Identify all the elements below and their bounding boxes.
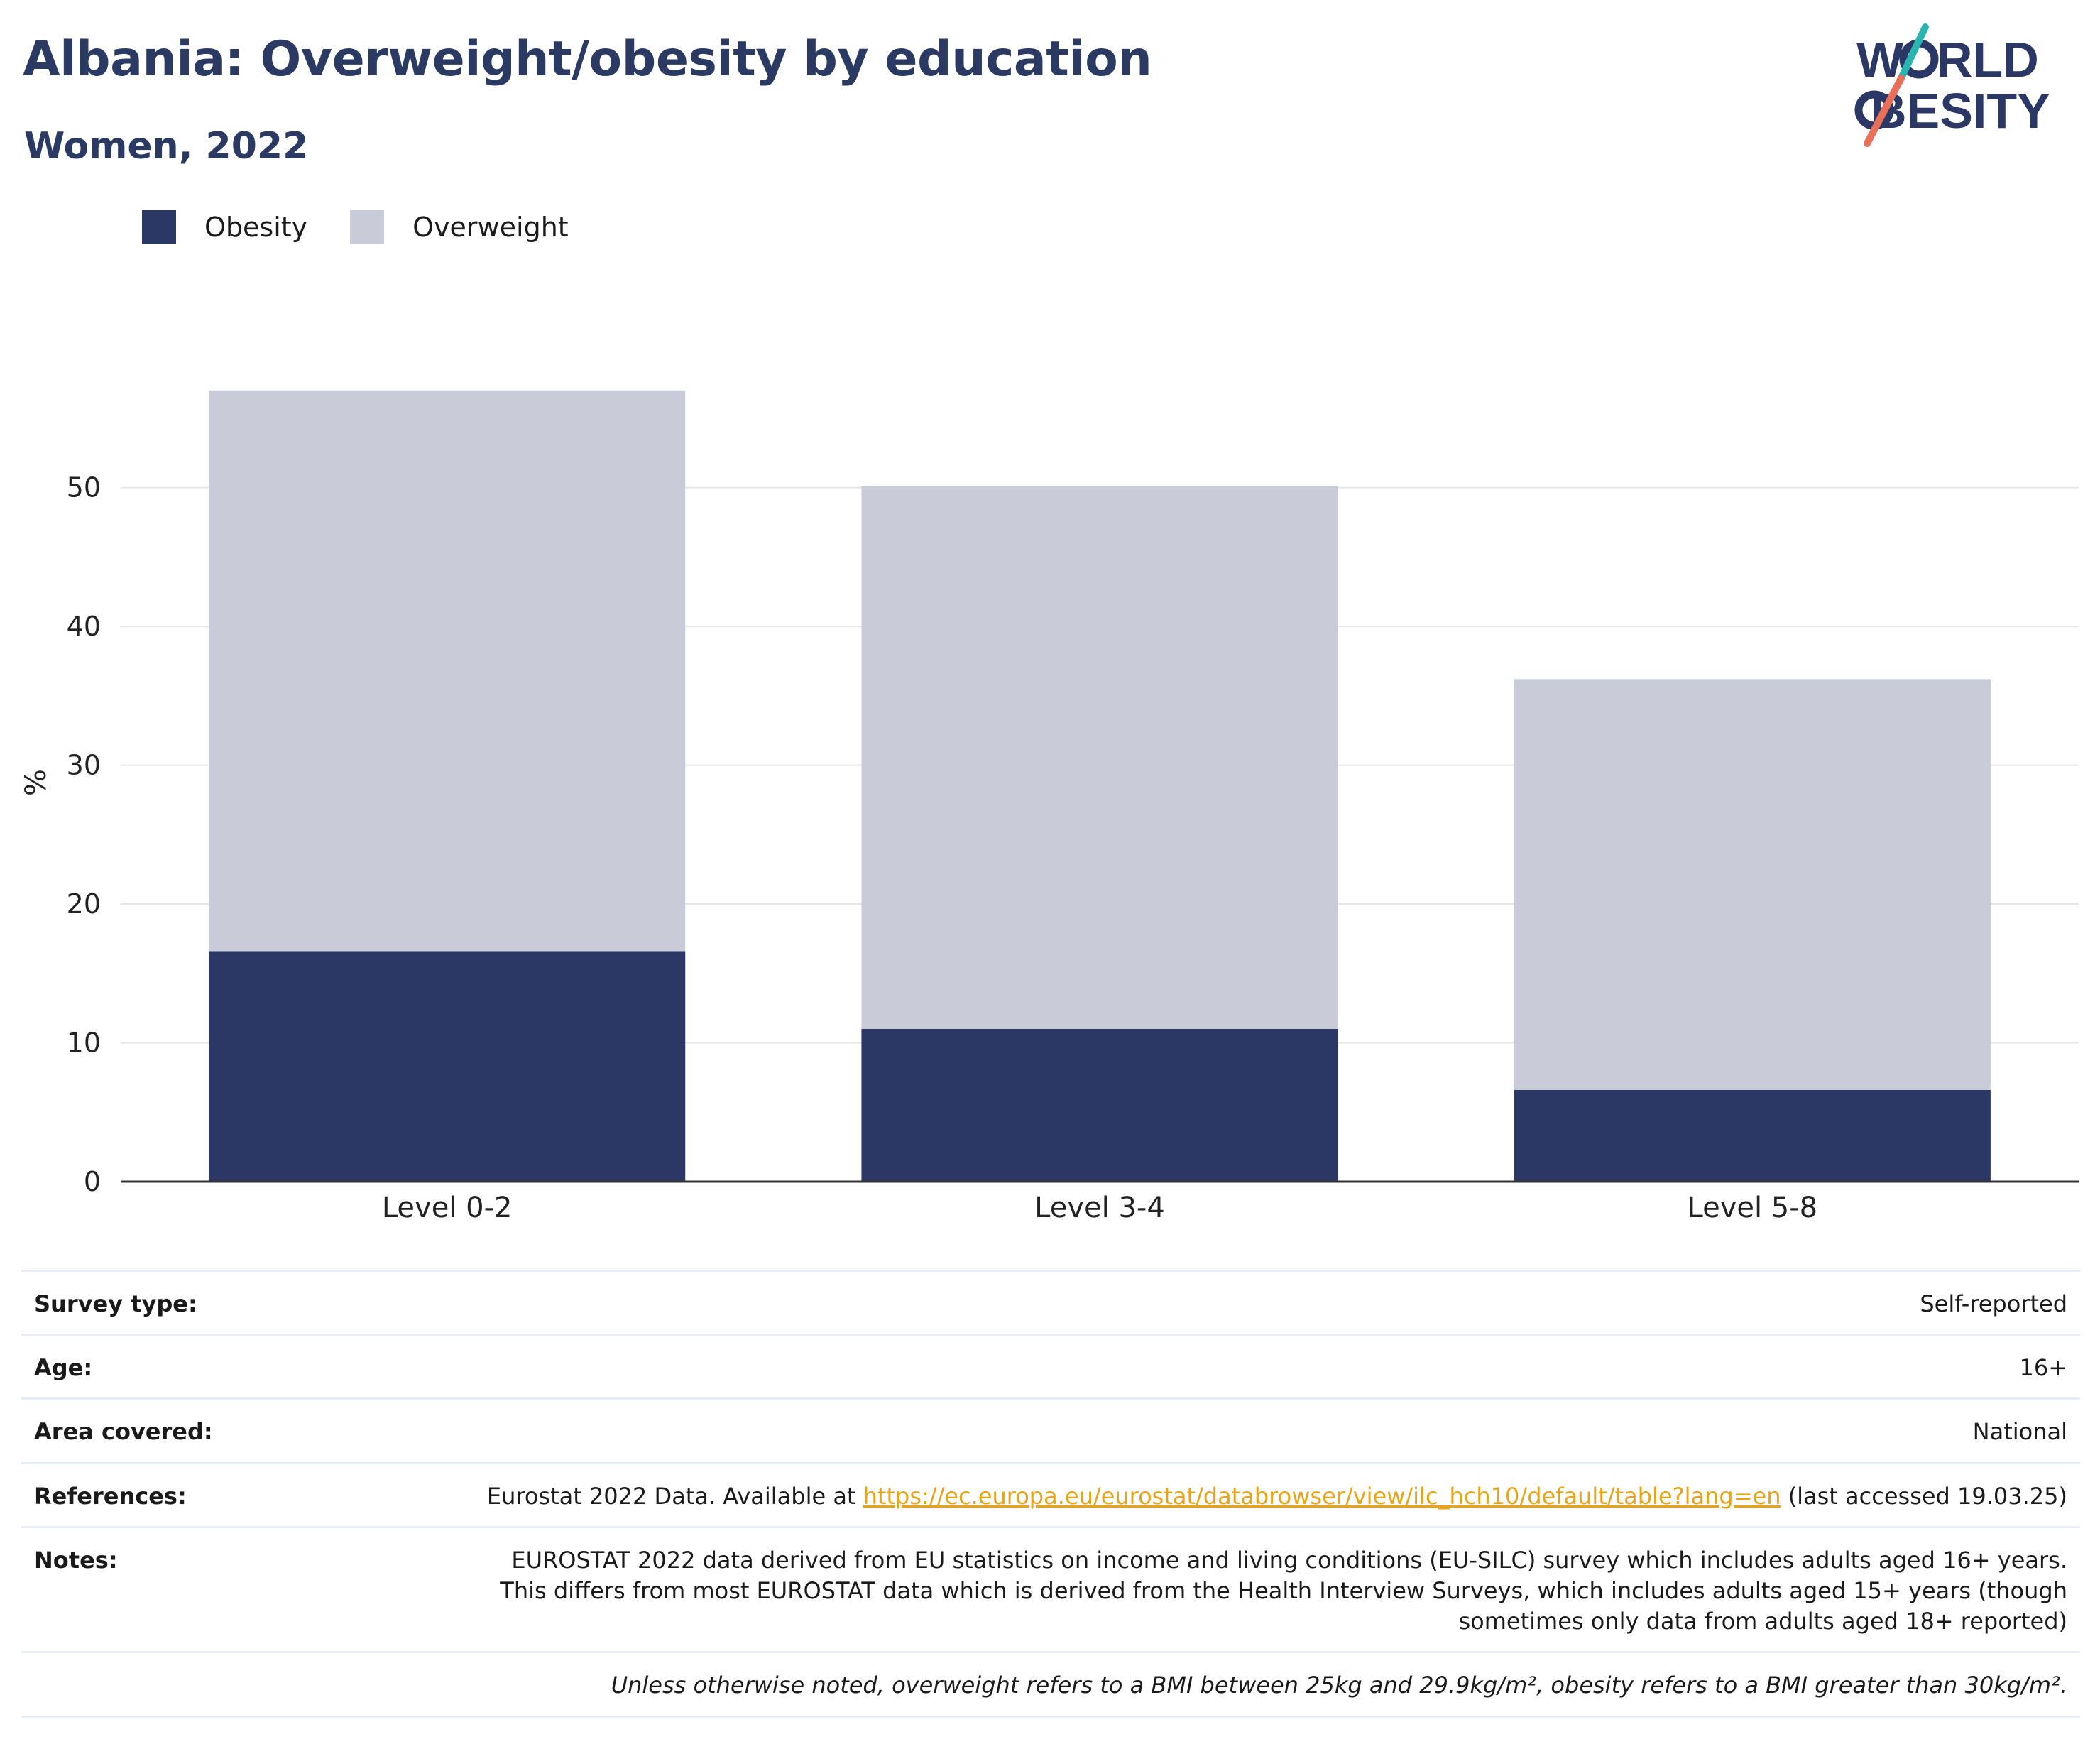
x-tick-label: Level 5-8 [1688, 1192, 1818, 1224]
bar-obesity-2 [861, 1028, 1338, 1182]
bar-chart: 0 10 20 30 40 50% Level 0-2 Level 3-4 Level 5-8 [20, 390, 2079, 1224]
y-tick-label: 30 [67, 750, 101, 781]
y-axis-title: % [20, 769, 53, 796]
info-value: Eurostat 2022 Data. Available at https:/… [473, 1461, 2080, 1527]
bar-obesity-3 [1514, 1089, 1991, 1182]
y-tick-label: 20 [67, 888, 101, 920]
info-key: References: [21, 1461, 473, 1527]
bar-overweight-2 [861, 486, 1338, 1029]
legend-swatch-overweight [350, 210, 385, 244]
y-tick-label: 10 [67, 1028, 101, 1059]
info-key: Age: [21, 1334, 473, 1399]
footnote: Unless otherwise noted, overweight refer… [21, 1651, 2080, 1718]
info-row-age: Age: 16+ [21, 1334, 2080, 1399]
bar-overweight-1 [209, 390, 686, 952]
svg-text:RLD: RLD [1937, 32, 2039, 87]
bar-obesity-1 [209, 951, 686, 1182]
info-row-survey-type: Survey type: Self-reported [21, 1269, 2080, 1335]
y-tick-label: 40 [67, 611, 101, 642]
chart-title: Albania: Overweight/obesity by education [23, 31, 1152, 87]
info-value: Self-reported [473, 1269, 2080, 1335]
info-key: Area covered: [21, 1397, 473, 1464]
world-obesity-logo: W RLD BESITY [1854, 23, 2050, 147]
reference-suffix: (last accessed 19.03.25) [1781, 1482, 2067, 1510]
svg-text:W: W [1856, 32, 1903, 87]
bar-overweight-3 [1514, 679, 1991, 1090]
info-key: Survey type: [21, 1269, 473, 1335]
chart-legend: Obesity Overweight [142, 210, 611, 244]
legend-label-overweight: Overweight [412, 212, 569, 243]
y-tick-label: 0 [84, 1166, 101, 1197]
svg-text:BESITY: BESITY [1871, 83, 2050, 138]
x-tick-label: Level 0-2 [382, 1192, 513, 1224]
legend-item-overweight[interactable]: Overweight [350, 210, 569, 244]
chart-subtitle: Women, 2022 [24, 125, 309, 168]
info-value: National [473, 1397, 2080, 1464]
info-value: EUROSTAT 2022 data derived from EU stati… [473, 1525, 2080, 1652]
info-row-footnote: Unless otherwise noted, overweight refer… [21, 1651, 2080, 1718]
info-row-area: Area covered: National [21, 1397, 2080, 1464]
reference-prefix: Eurostat 2022 Data. Available at [486, 1482, 863, 1510]
legend-swatch-obesity [142, 210, 176, 244]
info-row-notes: Notes: EUROSTAT 2022 data derived from E… [21, 1525, 2080, 1652]
info-key: Notes: [21, 1525, 473, 1652]
info-value: 16+ [473, 1334, 2080, 1399]
info-table: Survey type: Self-reported Age: 16+ Area… [21, 1269, 2080, 1718]
y-tick-label: 50 [67, 472, 101, 503]
reference-link[interactable]: https://ec.europa.eu/eurostat/databrowse… [863, 1482, 1781, 1510]
legend-item-obesity[interactable]: Obesity [142, 210, 307, 244]
x-tick-label: Level 3-4 [1034, 1192, 1165, 1224]
info-row-references: References: Eurostat 2022 Data. Availabl… [21, 1461, 2080, 1527]
legend-label-obesity: Obesity [204, 212, 308, 243]
